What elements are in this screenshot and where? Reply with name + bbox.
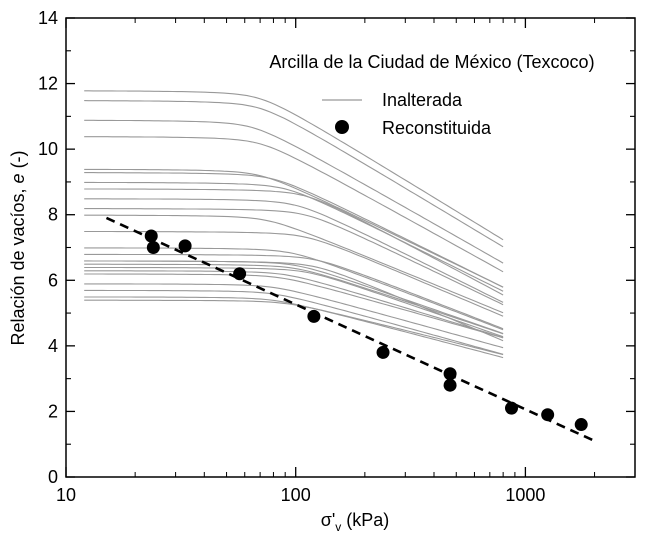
x-tick-label: 1000 [505, 485, 545, 505]
reconstituida-point [443, 378, 457, 392]
inalterada-curve [84, 100, 504, 248]
inalterada-curve [84, 289, 504, 355]
y-tick-label: 12 [38, 74, 58, 94]
reconstituida-point [376, 345, 390, 359]
reconstituida-point [178, 239, 192, 253]
y-tick-label: 6 [48, 270, 58, 290]
reconstituida-point [505, 401, 519, 415]
inalterada-curve [84, 296, 504, 359]
y-tick-label: 2 [48, 401, 58, 421]
reconstituida-points [144, 229, 588, 432]
reconstituida-point [443, 367, 457, 381]
legend-marker-reconstituida [335, 120, 349, 134]
inalterada-curve [84, 299, 504, 356]
inalterada-curve [84, 168, 504, 288]
y-axis-label: Relación de vacíos, e (-) [8, 150, 28, 345]
inalterada-curve [84, 263, 504, 335]
reconstituida-point [541, 408, 555, 422]
inalterada-curve [84, 273, 504, 339]
inalterada-curve [84, 172, 504, 288]
inalterada-curve [84, 119, 504, 264]
inalterada-curve [84, 208, 504, 306]
inalterada-curve [84, 270, 504, 339]
inalterada-curve [84, 253, 504, 330]
inalterada-curve [84, 266, 504, 338]
y-tick-label: 10 [38, 139, 58, 159]
x-tick-label: 100 [281, 485, 311, 505]
legend-title: Arcilla de la Ciudad de México (Texcoco) [269, 52, 594, 72]
reconstituida-point [307, 309, 321, 323]
legend-label-inalterada: Inalterada [382, 90, 463, 110]
trend-line-group [105, 216, 596, 443]
y-tick-label: 4 [48, 336, 58, 356]
inalterada-curve [84, 136, 504, 273]
inalterada-curve [84, 214, 504, 314]
inalterada-curve [84, 283, 504, 349]
reconstituida-point [574, 418, 588, 432]
inalterada-curve [84, 181, 504, 292]
legend-label-reconstituida: Reconstituida [382, 118, 492, 138]
inalterada-curve [84, 90, 504, 241]
reconstituida-point [146, 241, 160, 254]
inalterada-curve [84, 198, 504, 303]
y-tick-label: 8 [48, 205, 58, 225]
reconstituida-point [144, 229, 158, 243]
x-axis-label: σ'v (kPa) [321, 510, 390, 533]
y-tick-label: 14 [38, 8, 58, 28]
trend-line [105, 216, 596, 443]
y-tick-label: 0 [48, 467, 58, 487]
inalterada-curve [84, 188, 504, 296]
axis-ticks: 0 2 4 6 8 10 12 14 10 100 1000 [38, 8, 635, 505]
inalterada-curve [84, 260, 504, 342]
x-tick-label: 10 [56, 485, 76, 505]
reconstituida-point [233, 267, 247, 281]
